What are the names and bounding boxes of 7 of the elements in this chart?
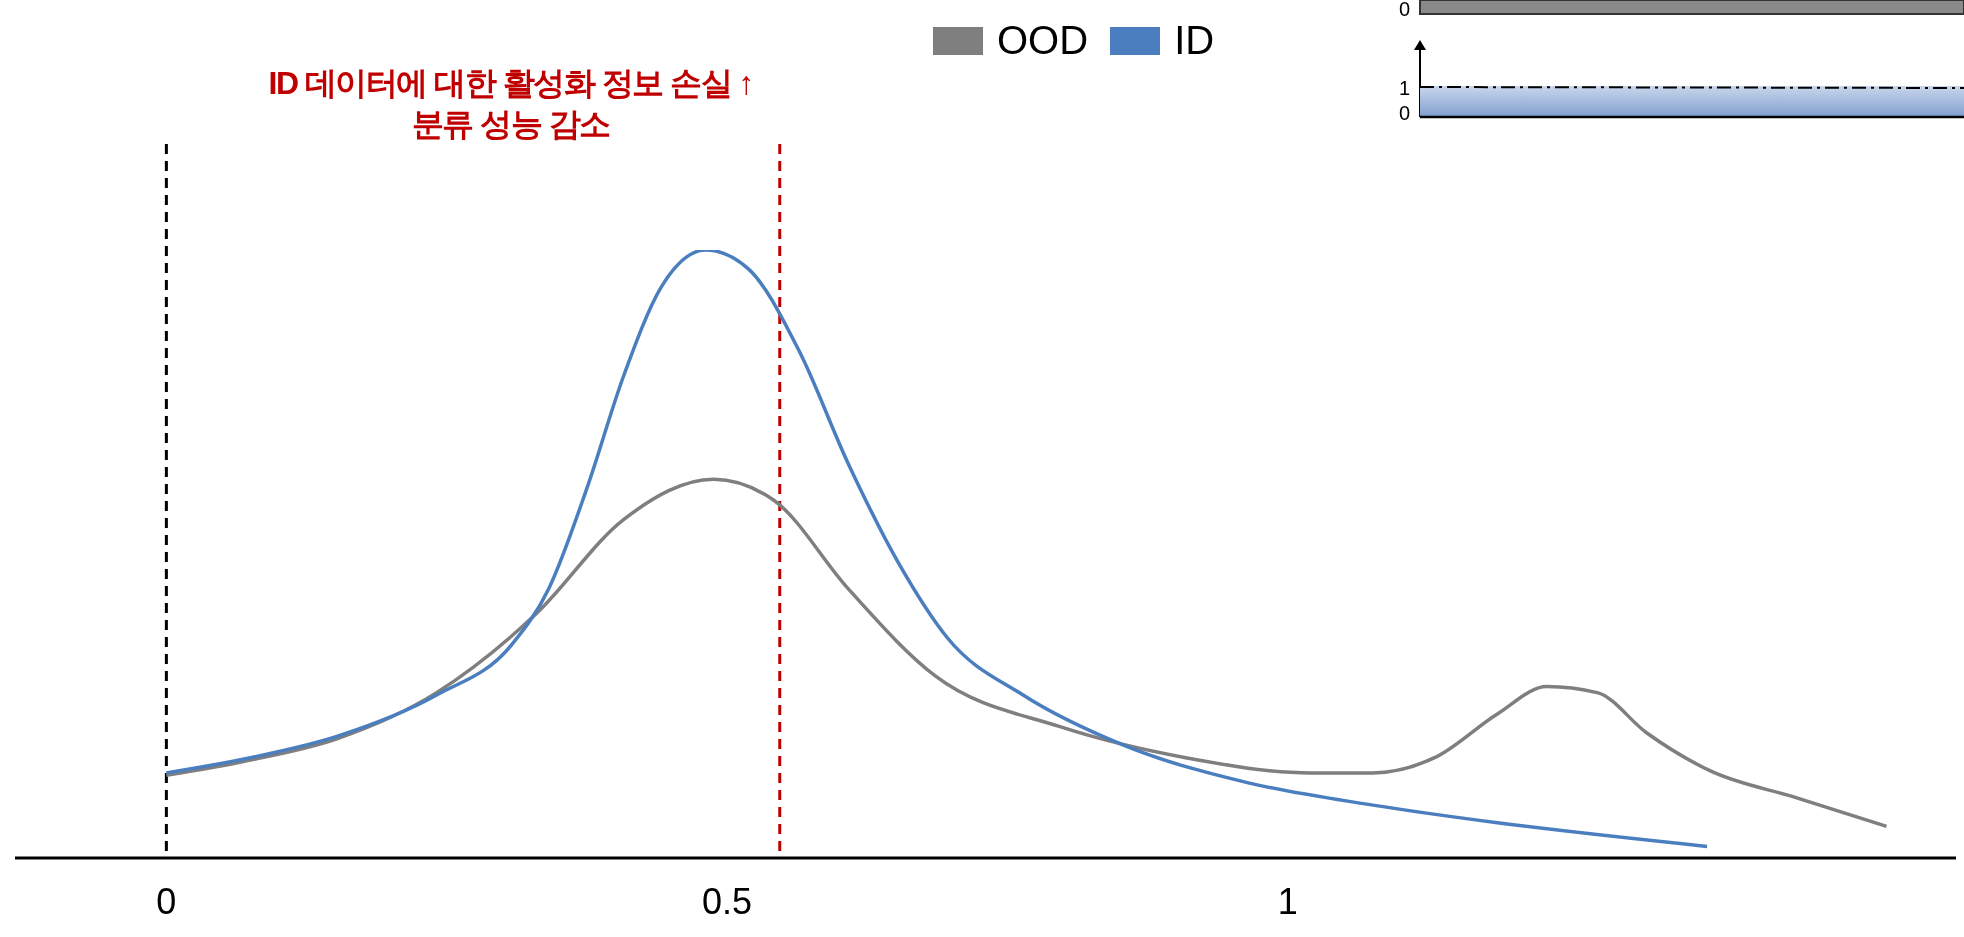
legend-label: OOD <box>997 18 1089 63</box>
legend-label: ID <box>1174 18 1215 63</box>
x-tick-label: 1 <box>1277 880 1298 922</box>
x-tick-label: 0 <box>156 880 177 922</box>
ref-line-label: ID 데이터에 대한 활성화 정보 손실 ↑ 분류 성능 감소 <box>268 65 753 142</box>
x-tick-label: 0.5 <box>702 880 753 922</box>
signal-plot-picture: 0 1 0 <box>1380 0 1964 120</box>
